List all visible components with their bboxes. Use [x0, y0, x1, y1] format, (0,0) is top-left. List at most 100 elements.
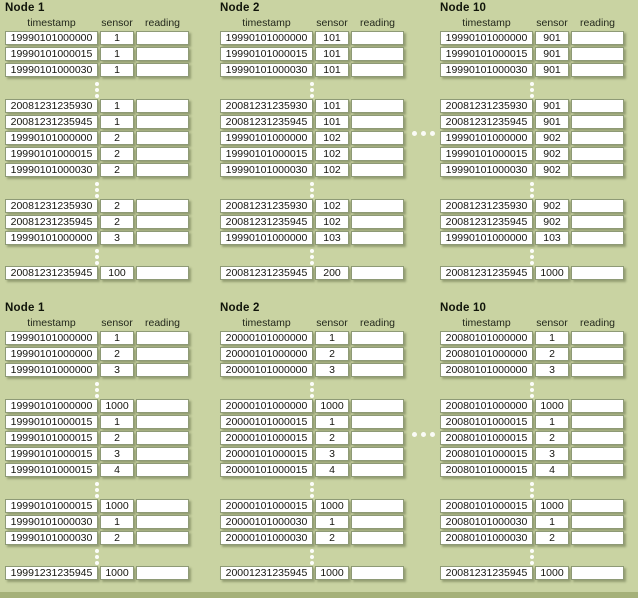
timestamp-cell: 20081231235930 [220, 198, 313, 213]
timestamp-cell: 19990101000030 [440, 163, 533, 178]
timestamp-cell: 20000101000030 [220, 530, 313, 545]
reading-cell [136, 530, 189, 545]
vertical-ellipsis-icon [220, 80, 406, 99]
timestamp-cell: 19991231235945 [5, 566, 98, 581]
reading-cell [571, 447, 624, 462]
reading-cell [136, 214, 189, 229]
timestamp-cell: 20081231235945 [5, 114, 98, 129]
reading-cell [136, 147, 189, 162]
timestamp-cell: 19990101000030 [5, 63, 98, 78]
reading-cell [351, 363, 404, 378]
timestamp-cell: 20000101000015 [220, 463, 313, 478]
reading-cell [351, 514, 404, 529]
ellipsis-dot [421, 131, 426, 136]
sensor-cell: 2 [100, 198, 134, 213]
reading-cell [351, 430, 404, 445]
sensor-cell: 101 [315, 98, 349, 113]
sensor-cell: 1000 [315, 566, 349, 581]
reading-cell [571, 530, 624, 545]
reading-cell [351, 414, 404, 429]
vertical-ellipsis-icon [440, 480, 626, 499]
sensor-cell: 1 [100, 63, 134, 78]
reading-cell [136, 198, 189, 213]
sensor-cell: 1 [100, 331, 134, 345]
timestamp-cell: 20081231235945 [440, 566, 533, 581]
table-row: 20081231235930 102 [220, 198, 406, 213]
timestamp-cell: 19990101000015 [5, 447, 98, 462]
sensor-cell: 1 [315, 331, 349, 345]
timestamp-cell: 19990101000015 [5, 147, 98, 162]
timestamp-cell: 20080101000030 [440, 530, 533, 545]
sensor-cell: 901 [535, 98, 569, 113]
sensor-cell: 2 [315, 347, 349, 362]
table-row: 19990101000000 2 [5, 347, 191, 362]
reading-cell [571, 266, 624, 281]
vertical-ellipsis-icon [440, 380, 626, 399]
sensor-cell: 1000 [535, 566, 569, 581]
reading-cell [136, 414, 189, 429]
sensor-cell: 902 [535, 214, 569, 229]
timestamp-cell: 20081231235930 [220, 98, 313, 113]
column-header-timestamp: timestamp [242, 17, 291, 29]
vertical-ellipsis-icon [220, 480, 406, 499]
table-rows: 20080101000000 1 20080101000000 2 2008010100… [440, 331, 626, 581]
timestamp-cell: 19990101000030 [5, 514, 98, 529]
table-row: 19990101000030 1 [5, 63, 191, 78]
reading-cell [351, 63, 404, 78]
reading-cell [571, 31, 624, 45]
table-section-bottom-node-2: Node 2 timestamp sensor reading 20000101… [220, 301, 406, 582]
column-header-sensor: sensor [316, 317, 348, 329]
reading-cell [571, 147, 624, 162]
timestamp-cell: 20081231235930 [5, 198, 98, 213]
timestamp-cell: 20000101000015 [220, 430, 313, 445]
sensor-cell: 2 [535, 530, 569, 545]
table-row: 19991231235945 1000 [5, 566, 191, 581]
sensor-cell: 1000 [535, 266, 569, 281]
node-title: Node 10 [440, 302, 487, 314]
reading-cell [351, 566, 404, 581]
table-row: 20081231235945 100 [5, 266, 191, 281]
vertical-ellipsis-icon [220, 380, 406, 399]
timestamp-cell: 19990101000015 [5, 498, 98, 513]
reading-cell [571, 214, 624, 229]
column-header-sensor: sensor [536, 17, 568, 29]
timestamp-cell: 19990101000000 [5, 398, 98, 413]
table-row: 20081231235945 2 [5, 214, 191, 229]
timestamp-cell: 20080101000000 [440, 331, 533, 345]
reading-cell [571, 463, 624, 478]
table-row: 19990101000000 902 [440, 130, 626, 145]
sensor-cell: 3 [535, 363, 569, 378]
sensor-cell: 2 [100, 147, 134, 162]
table-header: timestamp sensor reading [5, 17, 191, 29]
table-row: 20001231235945 1000 [220, 566, 406, 581]
table-row: 20081231235945 200 [220, 266, 406, 281]
reading-cell [571, 514, 624, 529]
vertical-ellipsis-icon [5, 247, 191, 266]
table-rows: 19990101000000 901 19990101000015 901 199901… [440, 31, 626, 281]
table-row: 19990101000030 2 [5, 163, 191, 178]
reading-cell [571, 47, 624, 62]
table-row: 20081231235930 902 [440, 198, 626, 213]
timestamp-cell: 20081231235945 [5, 214, 98, 229]
timestamp-cell: 20080101000000 [440, 398, 533, 413]
timestamp-cell: 20081231235945 [5, 266, 98, 281]
column-header-timestamp: timestamp [462, 17, 511, 29]
sensor-cell: 902 [535, 163, 569, 178]
timestamp-cell: 19990101000015 [5, 414, 98, 429]
timestamp-cell: 19990101000000 [5, 363, 98, 378]
column-header-reading: reading [579, 317, 616, 329]
table-section-bottom-node-10: Node 10 timestamp sensor reading 2008010… [440, 301, 626, 582]
table-section-top-node-1: Node 1 timestamp sensor reading 19990101… [5, 1, 191, 282]
timestamp-cell: 20080101000015 [440, 430, 533, 445]
table-row: 20080101000015 3 [440, 447, 626, 462]
horizontal-ellipsis-icon [412, 131, 435, 136]
node-title: Node 2 [220, 2, 260, 14]
timestamp-cell: 19990101000015 [5, 47, 98, 62]
timestamp-cell: 20081231235945 [440, 114, 533, 129]
reading-cell [136, 463, 189, 478]
sensor-cell: 1 [100, 47, 134, 62]
vertical-ellipsis-icon [440, 547, 626, 566]
sensor-cell: 101 [315, 47, 349, 62]
sensor-cell: 3 [100, 230, 134, 245]
column-header-sensor: sensor [101, 317, 133, 329]
